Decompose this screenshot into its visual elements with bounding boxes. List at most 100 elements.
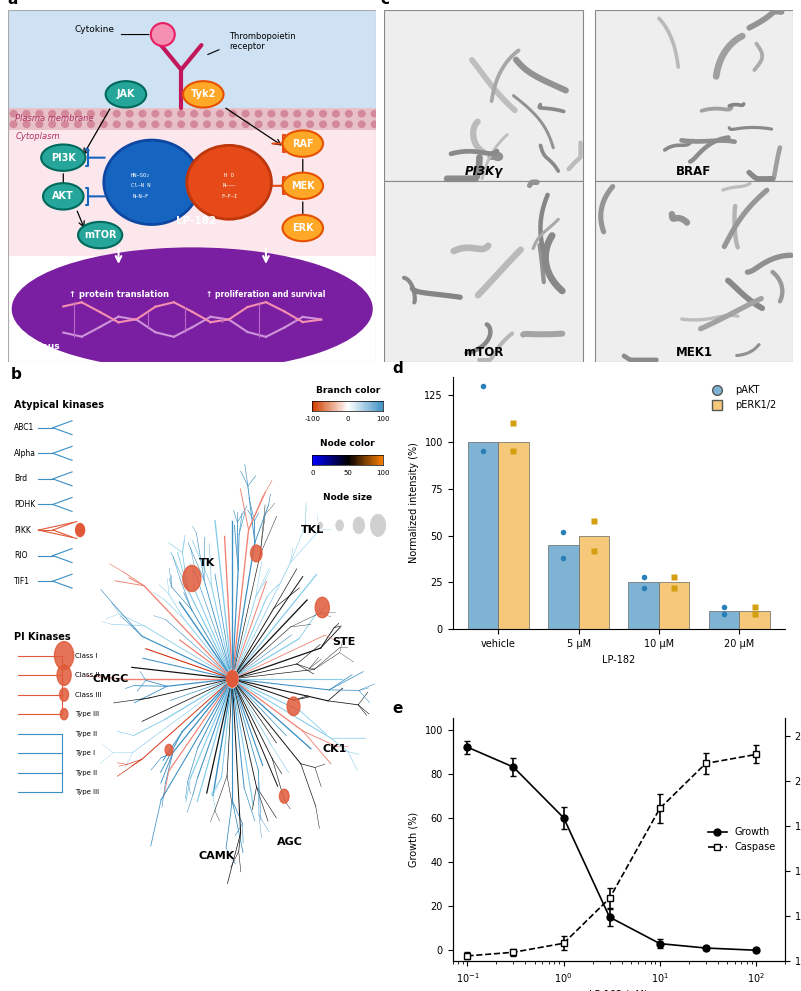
Bar bbox=[325, 401, 327, 411]
Polygon shape bbox=[8, 130, 376, 256]
Bar bbox=[351, 401, 352, 411]
Text: Thrombopoietin
receptor: Thrombopoietin receptor bbox=[229, 32, 296, 52]
Bar bbox=[372, 455, 374, 465]
Ellipse shape bbox=[151, 120, 159, 128]
Bar bbox=[350, 401, 352, 411]
Ellipse shape bbox=[151, 23, 175, 46]
Text: Class II: Class II bbox=[75, 672, 100, 678]
Circle shape bbox=[287, 697, 300, 716]
Bar bbox=[317, 455, 319, 465]
Ellipse shape bbox=[22, 110, 30, 118]
Bar bbox=[348, 401, 349, 411]
Ellipse shape bbox=[113, 110, 121, 118]
Bar bbox=[352, 401, 354, 411]
Bar bbox=[315, 401, 316, 411]
Bar bbox=[659, 583, 690, 629]
Text: e: e bbox=[392, 702, 403, 716]
Text: Cytoplasm: Cytoplasm bbox=[15, 132, 60, 141]
Ellipse shape bbox=[358, 120, 366, 128]
Bar bbox=[368, 455, 370, 465]
Bar bbox=[373, 401, 375, 411]
Ellipse shape bbox=[100, 110, 108, 118]
Ellipse shape bbox=[74, 120, 82, 128]
Bar bbox=[366, 401, 368, 411]
Bar bbox=[376, 455, 377, 465]
Bar bbox=[364, 455, 365, 465]
Text: Type II: Type II bbox=[75, 730, 98, 736]
Text: ↑ proliferation and survival: ↑ proliferation and survival bbox=[206, 289, 326, 298]
Bar bbox=[363, 455, 364, 465]
Bar bbox=[333, 455, 335, 465]
Ellipse shape bbox=[113, 120, 121, 128]
Bar bbox=[360, 455, 362, 465]
Bar bbox=[338, 455, 340, 465]
Bar bbox=[384, 10, 582, 180]
Ellipse shape bbox=[22, 120, 30, 128]
Ellipse shape bbox=[293, 110, 301, 118]
Text: Class I: Class I bbox=[75, 653, 98, 659]
Legend: pAKT, pERK1/2: pAKT, pERK1/2 bbox=[704, 382, 780, 414]
Ellipse shape bbox=[358, 110, 366, 118]
Bar bbox=[595, 10, 793, 180]
Text: 0: 0 bbox=[310, 470, 315, 476]
Bar bbox=[340, 455, 342, 465]
Text: mTOR: mTOR bbox=[84, 230, 116, 240]
Text: PI3K: PI3K bbox=[50, 153, 76, 163]
Ellipse shape bbox=[106, 81, 147, 108]
Ellipse shape bbox=[87, 120, 95, 128]
Ellipse shape bbox=[87, 110, 95, 118]
Bar bbox=[318, 401, 320, 411]
Bar bbox=[362, 401, 363, 411]
Bar bbox=[345, 455, 347, 465]
Bar bbox=[337, 401, 339, 411]
Text: -100: -100 bbox=[304, 416, 320, 422]
Bar bbox=[351, 455, 352, 465]
Bar bbox=[330, 401, 332, 411]
Bar bbox=[313, 455, 315, 465]
Ellipse shape bbox=[319, 110, 327, 118]
Text: ABC1: ABC1 bbox=[14, 423, 34, 432]
Text: LP-182: LP-182 bbox=[176, 216, 216, 226]
Bar bbox=[352, 455, 354, 465]
Circle shape bbox=[54, 641, 74, 670]
Bar bbox=[384, 180, 582, 362]
Bar bbox=[342, 401, 344, 411]
Ellipse shape bbox=[10, 110, 18, 118]
Bar bbox=[371, 455, 372, 465]
Bar bbox=[335, 455, 336, 465]
Text: Type I: Type I bbox=[75, 750, 95, 756]
Circle shape bbox=[251, 545, 262, 562]
Bar bbox=[380, 401, 382, 411]
Bar bbox=[368, 401, 369, 411]
Ellipse shape bbox=[215, 110, 224, 118]
Bar bbox=[498, 442, 529, 629]
Bar bbox=[317, 401, 319, 411]
Bar bbox=[323, 455, 324, 465]
Bar bbox=[355, 401, 356, 411]
Text: CAMK: CAMK bbox=[198, 850, 235, 860]
Bar bbox=[348, 455, 349, 465]
Bar bbox=[342, 455, 344, 465]
Ellipse shape bbox=[283, 215, 323, 241]
Text: Class III: Class III bbox=[75, 692, 102, 698]
Bar bbox=[331, 401, 332, 411]
Bar bbox=[382, 401, 383, 411]
Bar bbox=[365, 401, 367, 411]
Text: Cl—N N: Cl—N N bbox=[131, 183, 151, 188]
Text: PIKK: PIKK bbox=[14, 525, 31, 534]
Ellipse shape bbox=[10, 120, 18, 128]
Bar bbox=[364, 401, 365, 411]
Text: JAK: JAK bbox=[117, 89, 135, 99]
Text: PI Kinases: PI Kinases bbox=[14, 632, 71, 642]
Ellipse shape bbox=[43, 183, 83, 209]
Text: MEK1: MEK1 bbox=[675, 346, 712, 359]
Text: ↑ protein translation: ↑ protein translation bbox=[69, 289, 168, 298]
Bar bbox=[316, 401, 317, 411]
Bar bbox=[468, 442, 498, 629]
Ellipse shape bbox=[332, 120, 340, 128]
Circle shape bbox=[183, 566, 201, 592]
Text: 100: 100 bbox=[376, 470, 389, 476]
Circle shape bbox=[353, 517, 364, 534]
Text: Atypical kinases: Atypical kinases bbox=[14, 399, 104, 410]
Ellipse shape bbox=[78, 222, 123, 249]
